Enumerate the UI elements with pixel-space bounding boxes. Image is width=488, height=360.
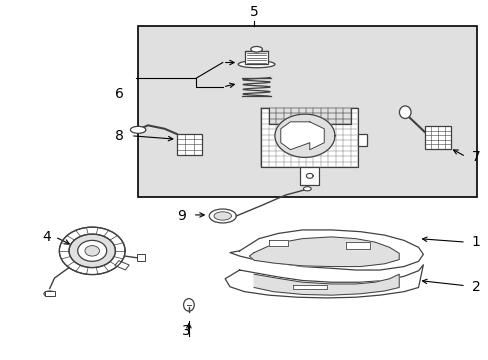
Text: 5: 5 — [249, 5, 258, 19]
Ellipse shape — [214, 212, 231, 220]
Polygon shape — [268, 240, 287, 246]
Bar — [357, 134, 366, 146]
Polygon shape — [300, 167, 319, 185]
Bar — [137, 254, 145, 261]
Text: 7: 7 — [471, 150, 480, 164]
Text: 1: 1 — [471, 235, 480, 249]
Polygon shape — [229, 230, 423, 270]
Text: 3: 3 — [182, 324, 190, 338]
Bar — [45, 291, 55, 296]
Polygon shape — [346, 242, 369, 249]
Bar — [115, 261, 129, 270]
Polygon shape — [254, 274, 398, 295]
Polygon shape — [261, 108, 357, 167]
Ellipse shape — [250, 46, 262, 52]
Ellipse shape — [85, 246, 99, 256]
Polygon shape — [274, 114, 334, 157]
Bar — [177, 134, 202, 155]
Ellipse shape — [399, 106, 410, 118]
Bar — [424, 126, 450, 149]
Polygon shape — [249, 237, 398, 266]
Ellipse shape — [183, 299, 194, 311]
Bar — [138, 26, 476, 197]
Text: 6: 6 — [115, 87, 123, 101]
Text: 9: 9 — [177, 209, 186, 223]
Ellipse shape — [303, 187, 310, 191]
Ellipse shape — [44, 291, 55, 297]
Polygon shape — [292, 285, 326, 289]
Text: 8: 8 — [115, 129, 123, 143]
Text: 2: 2 — [471, 280, 480, 294]
Ellipse shape — [209, 209, 236, 223]
Ellipse shape — [130, 126, 145, 133]
Bar — [244, 51, 267, 64]
Ellipse shape — [59, 227, 125, 275]
Polygon shape — [224, 265, 423, 298]
Text: 4: 4 — [42, 230, 51, 244]
Ellipse shape — [78, 240, 106, 261]
Ellipse shape — [69, 234, 115, 267]
Polygon shape — [280, 122, 324, 150]
Ellipse shape — [238, 61, 274, 68]
